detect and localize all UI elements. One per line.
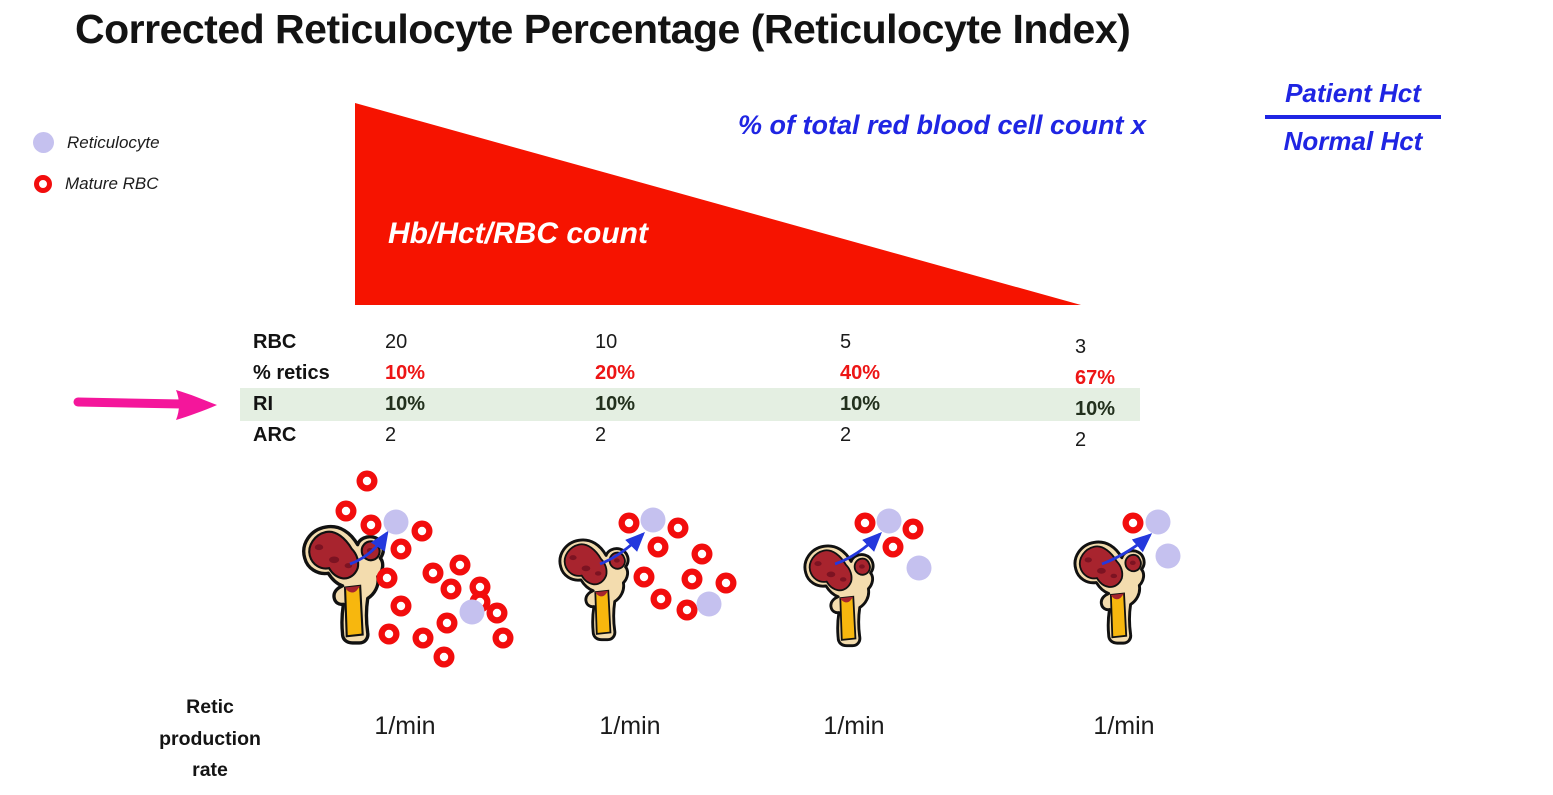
legend-label: Mature RBC xyxy=(65,174,159,193)
fraction-numerator: Patient Hct xyxy=(1285,78,1421,108)
declining-hb-triangle xyxy=(355,103,1081,305)
bone-marrow-icon xyxy=(803,544,875,648)
rbc-cell-center xyxy=(492,608,502,618)
rbc-cell-center xyxy=(366,520,376,530)
rbc-cell-center xyxy=(721,578,731,588)
mature-rbc-icon xyxy=(34,175,52,193)
reticulocyte-cell xyxy=(640,507,666,533)
rate-value-1: 1/min xyxy=(374,712,436,740)
fraction-denominator: Normal Hct xyxy=(1283,126,1423,156)
rate-value-3: 1/min xyxy=(823,712,885,740)
reticulocyte-cell xyxy=(1155,543,1181,569)
rbc-cell-center xyxy=(455,560,465,570)
rbc-cell-center xyxy=(682,605,692,615)
triangle-shape xyxy=(355,103,1081,305)
ri-pointer-arrow-icon xyxy=(73,390,217,420)
rbc-cell-center xyxy=(624,518,634,528)
release-arrow-icon xyxy=(834,532,882,566)
rate-value-4: 1/min xyxy=(1093,712,1155,740)
page-title: Corrected Reticulocyte Percentage (Retic… xyxy=(75,6,1131,52)
table-cell: 40% xyxy=(840,362,881,384)
row-label-ri: RI xyxy=(253,393,273,415)
reticulocyte-icon xyxy=(33,132,54,153)
cell-cluster-3 xyxy=(790,490,1005,675)
rbc-cell-center xyxy=(653,542,663,552)
rbc-cell-center xyxy=(888,542,898,552)
fraction-bar xyxy=(1265,115,1441,119)
reticulocyte-cell xyxy=(696,591,722,617)
rbc-cell-center xyxy=(498,633,508,643)
reticulocyte-cell xyxy=(906,555,932,581)
release-arrow-icon xyxy=(1101,533,1153,566)
rbc-cell-center xyxy=(396,601,406,611)
bone-marrow-icon xyxy=(1073,540,1146,645)
rbc-cell-center xyxy=(417,526,427,536)
rbc-cell-center xyxy=(697,549,707,559)
values-table: RBC 20 10 5 3 % retics 10% 20% 40% 67% R… xyxy=(253,327,1265,451)
rbc-cell-center xyxy=(446,584,456,594)
ri-highlight-band xyxy=(240,388,1140,421)
reticulocyte-cell xyxy=(876,508,902,534)
rbc-cell-center xyxy=(639,572,649,582)
rbc-cell-center xyxy=(687,574,697,584)
table-cell: 2 xyxy=(385,424,397,446)
legend-item-mature-rbc: Mature RBC xyxy=(34,174,159,194)
triangle-label: Hb/Hct/RBC count xyxy=(388,217,648,250)
table-cell: 10% xyxy=(385,362,426,384)
cell-cluster-2 xyxy=(555,480,785,675)
release-arrow-icon xyxy=(349,530,389,566)
reticulocyte-cell xyxy=(1145,509,1171,535)
table-cell: 20% xyxy=(595,362,636,384)
table-cell: 10% xyxy=(840,393,881,415)
rbc-cell-center xyxy=(656,594,666,604)
rbc-cell-center xyxy=(475,582,485,592)
rbc-cell-center xyxy=(396,544,406,554)
rbc-cell-center xyxy=(908,524,918,534)
retic-production-rate-label: Retic production rate xyxy=(159,696,261,782)
row-label-retics: % retics xyxy=(253,362,330,384)
rbc-cell-center xyxy=(428,568,438,578)
rbc-cell-center xyxy=(384,629,394,639)
row-label-arc: ARC xyxy=(253,424,297,446)
table-cell: 2 xyxy=(840,424,852,446)
cell-cluster-1 xyxy=(290,460,530,675)
formula-fraction: Patient Hct Normal Hct xyxy=(1260,78,1446,157)
rbc-cell-center xyxy=(860,518,870,528)
rbc-cell-center xyxy=(1128,518,1138,528)
table-cell: 2 xyxy=(595,424,607,446)
rate-value-2: 1/min xyxy=(599,712,661,740)
table-cell: 5 xyxy=(840,331,852,353)
cell-cluster-4 xyxy=(1040,490,1255,675)
rbc-cell-center xyxy=(442,618,452,628)
rbc-cell-center xyxy=(418,633,428,643)
reticulocyte-cell xyxy=(383,509,409,535)
legend-item-reticulocyte: Reticulocyte xyxy=(33,132,160,153)
table-cell: 2 xyxy=(1075,429,1087,451)
table-cell: 10% xyxy=(1075,398,1116,420)
formula-text: % of total red blood cell count x xyxy=(738,110,1147,140)
rbc-cell-center xyxy=(439,652,449,662)
table-cell: 67% xyxy=(1075,367,1116,389)
table-cell: 10% xyxy=(385,393,426,415)
bone-marrow-icon xyxy=(302,524,385,645)
release-arrow-icon xyxy=(599,532,645,566)
table-cell: 20 xyxy=(385,331,408,353)
table-cell: 3 xyxy=(1075,336,1087,358)
table-cell: 10% xyxy=(595,393,636,415)
row-label-rbc: RBC xyxy=(253,331,297,353)
rbc-cell-center xyxy=(362,476,372,486)
reticulocyte-cell xyxy=(459,599,485,625)
table-cell: 10 xyxy=(595,331,618,353)
rbc-cell-center xyxy=(673,523,683,533)
legend-label: Reticulocyte xyxy=(67,132,160,152)
rbc-cell-center xyxy=(341,506,351,516)
rbc-cell-center xyxy=(382,573,392,583)
